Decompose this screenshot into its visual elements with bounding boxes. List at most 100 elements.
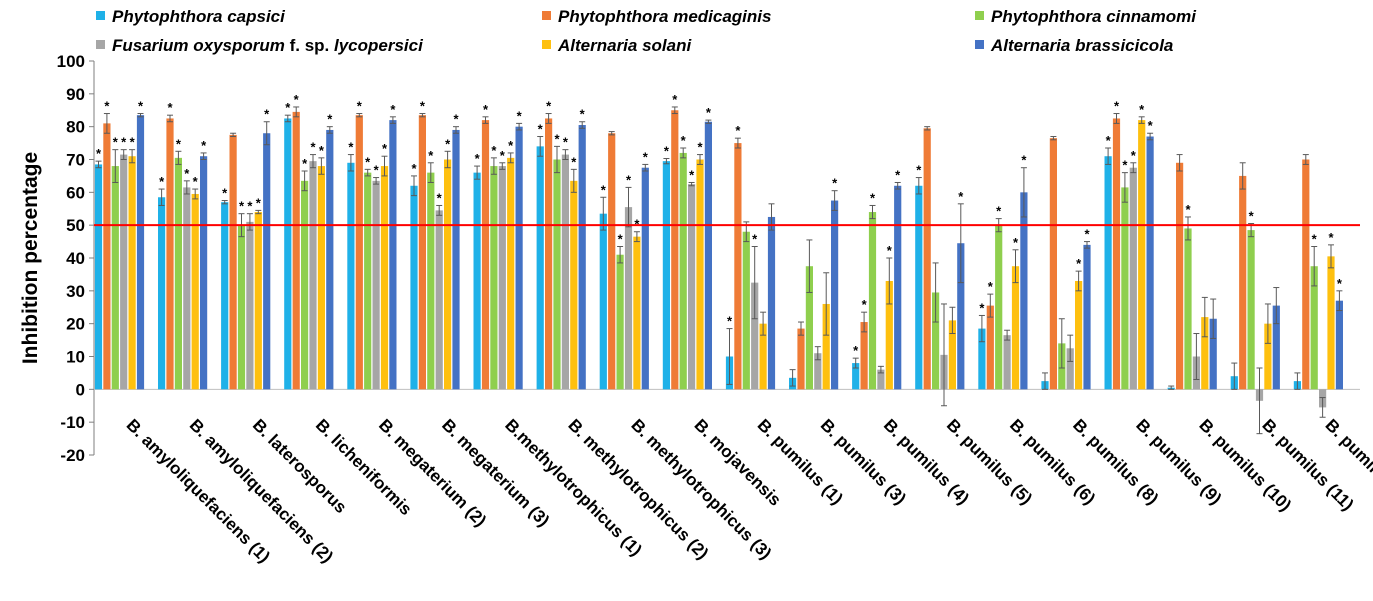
significance-star: *	[96, 146, 102, 161]
bar	[1176, 162, 1184, 390]
bar	[103, 123, 111, 390]
bar	[561, 154, 569, 390]
significance-star: *	[1021, 153, 1027, 168]
significance-star: *	[302, 156, 308, 171]
bar	[767, 216, 776, 390]
significance-star: *	[104, 99, 110, 114]
bar	[1112, 118, 1121, 390]
bar	[1121, 187, 1129, 390]
bar	[995, 225, 1003, 390]
significance-star: *	[681, 133, 687, 148]
significance-star: *	[517, 108, 523, 123]
significance-star: *	[453, 112, 459, 127]
significance-star: *	[445, 136, 451, 151]
bar	[183, 187, 191, 390]
significance-star: *	[752, 232, 758, 247]
y-tick-label: 50	[66, 216, 85, 235]
bar	[221, 202, 229, 390]
bar	[490, 166, 498, 390]
significance-star: *	[862, 297, 868, 312]
legend-entry: Fusarium oxysporum f. sp. lycopersici	[112, 36, 424, 55]
y-tick-label: -10	[60, 413, 85, 432]
bar	[1104, 156, 1112, 390]
significance-star: *	[374, 163, 380, 178]
significance-star: *	[357, 99, 363, 114]
bar	[894, 185, 902, 390]
significance-star: *	[483, 102, 489, 117]
significance-star: *	[239, 199, 245, 214]
significance-star: *	[706, 105, 712, 120]
y-tick-label: 90	[66, 85, 85, 104]
bar	[1209, 318, 1217, 390]
significance-star: *	[491, 143, 497, 158]
bar	[742, 231, 750, 390]
significance-star: *	[601, 182, 607, 197]
bar	[498, 166, 506, 390]
bar	[292, 111, 300, 390]
legend-swatch	[96, 40, 105, 49]
bar	[948, 320, 956, 390]
bar	[696, 159, 704, 390]
significance-star: *	[475, 151, 481, 166]
bar	[570, 180, 578, 390]
significance-star: *	[285, 100, 291, 115]
significance-star: *	[411, 161, 417, 176]
bar	[957, 243, 965, 390]
y-tick-label: -20	[60, 446, 85, 465]
bar	[507, 157, 515, 390]
bars-group	[94, 110, 1343, 408]
bar	[263, 133, 271, 390]
bar	[355, 115, 363, 390]
y-tick-label: 20	[66, 315, 85, 334]
bar	[1011, 266, 1020, 390]
bar	[545, 118, 553, 390]
bar	[166, 118, 174, 390]
significance-star: *	[618, 232, 624, 247]
bar	[734, 143, 742, 390]
bar	[1129, 167, 1137, 390]
bar	[427, 172, 435, 390]
significance-star: *	[138, 99, 144, 114]
significance-star: *	[1139, 102, 1145, 117]
bar	[136, 115, 145, 390]
legend: Phytophthora capsici Phytophthora medicag…	[96, 7, 1197, 55]
bar	[128, 156, 136, 390]
significance-star: *	[1328, 230, 1334, 245]
significance-star: *	[113, 135, 119, 150]
significance-star: *	[327, 112, 333, 127]
y-tick-label: 10	[66, 348, 85, 367]
significance-star: *	[1084, 227, 1090, 242]
bar	[452, 129, 460, 390]
bar	[1075, 280, 1083, 390]
bar	[915, 185, 923, 390]
bar	[1003, 335, 1011, 390]
bar	[536, 146, 544, 390]
legend-entry-plain: f. sp.	[285, 36, 334, 55]
legend-swatch	[542, 11, 551, 20]
significance-star: *	[546, 99, 552, 114]
bar	[704, 121, 712, 390]
bar	[641, 167, 649, 390]
significance-star: *	[996, 204, 1002, 219]
bar	[229, 134, 237, 390]
bar	[1020, 192, 1028, 390]
significance-star: *	[664, 144, 670, 159]
legend-entry-italic: Alternaria brassicicola	[990, 36, 1173, 55]
significance-star: *	[643, 149, 649, 164]
bar	[578, 125, 586, 390]
bar	[444, 159, 452, 390]
significance-star: *	[222, 186, 228, 201]
bar	[822, 303, 830, 390]
significance-star: *	[1013, 235, 1019, 250]
significance-star: *	[571, 154, 577, 169]
bar	[599, 213, 607, 390]
legend-entry: Phytophthora medicaginis	[558, 7, 771, 26]
bar	[301, 180, 309, 390]
bar	[473, 172, 481, 390]
significance-star: *	[348, 140, 354, 155]
bar	[191, 193, 199, 390]
bar	[237, 225, 246, 390]
significance-star: *	[500, 148, 506, 163]
legend-entry-italic: Alternaria solani	[557, 36, 692, 55]
